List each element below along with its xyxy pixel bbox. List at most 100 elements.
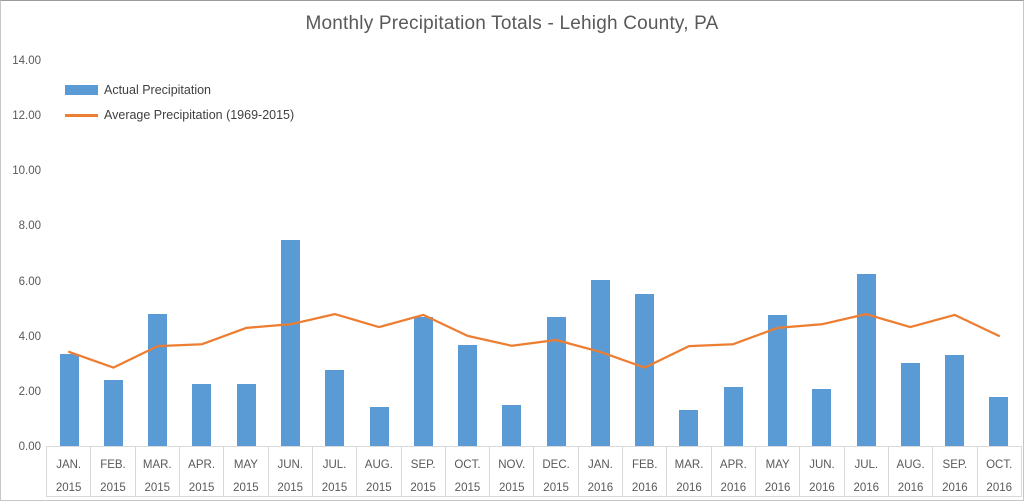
month-label: SEP.: [410, 459, 436, 471]
year-label: 2015: [188, 482, 215, 494]
bar-may-2016[interactable]: [768, 314, 787, 447]
y-tick-label: 12.00: [12, 110, 41, 123]
legend-label-actual: Actual Precipitation: [104, 83, 212, 97]
bar-jan-2016[interactable]: [590, 279, 610, 447]
year-label: 2015: [144, 482, 171, 494]
year-label: 2016: [809, 482, 835, 494]
bar-feb-2015[interactable]: [103, 380, 123, 447]
category-cell: MAR. 2016: [666, 447, 710, 496]
bar-jun-2015[interactable]: [281, 239, 300, 447]
category-cell: OCT. 2016: [976, 447, 1022, 496]
year-label: 2015: [321, 482, 348, 494]
month-label: MAY: [233, 459, 258, 471]
category-cell: MAY 2015: [223, 447, 267, 496]
month-label: MAR.: [674, 459, 704, 471]
category-cell: FEB. 2015: [90, 447, 134, 496]
category-cell: JUN. 2016: [799, 447, 843, 496]
year-label: 2016: [986, 482, 1013, 494]
month-label: FEB.: [100, 459, 126, 471]
bar-may-2015[interactable]: [236, 383, 256, 447]
legend-item-average-precipitation[interactable]: Average Precipitation (1969-2015): [65, 107, 294, 123]
y-tick-label: 14.00: [12, 55, 41, 67]
month-label: FEB.: [631, 459, 658, 471]
year-label: 2015: [410, 482, 436, 494]
category-cell: SEP. 2016: [932, 447, 976, 496]
month-label: JUL.: [854, 459, 879, 471]
year-label: 2015: [55, 482, 82, 494]
year-label: 2016: [897, 482, 924, 494]
category-cell: FEB. 2016: [622, 447, 666, 496]
bar-sep-2015[interactable]: [413, 317, 433, 447]
bar-swatch-icon: [65, 85, 98, 95]
bar-apr-2015[interactable]: [192, 384, 212, 447]
month-label: JAN.: [587, 459, 613, 471]
year-label: 2016: [631, 482, 658, 494]
bar-oct-2016[interactable]: [989, 396, 1009, 447]
y-tick-label: 4.00: [18, 330, 41, 343]
bar-mar-2016[interactable]: [679, 409, 699, 447]
category-cell: MAY 2016: [755, 447, 799, 496]
bar-jul-2016[interactable]: [856, 274, 876, 447]
bar-oct-2015[interactable]: [458, 344, 478, 447]
month-label: APR.: [188, 459, 216, 471]
bar-apr-2016[interactable]: [723, 387, 743, 447]
bar-mar-2015[interactable]: [148, 313, 168, 447]
year-label: 2015: [454, 482, 481, 494]
bar-nov-2015[interactable]: [502, 404, 522, 447]
legend: Actual Precipitation Average Precipitati…: [65, 82, 294, 132]
year-label: 2015: [366, 482, 392, 494]
category-cell: OCT. 2015: [444, 447, 489, 496]
y-tick-label: 8.00: [18, 220, 41, 233]
bar-jan-2015[interactable]: [59, 353, 79, 447]
y-tick-label: 0.00: [18, 441, 41, 453]
year-label: 2016: [764, 482, 791, 494]
category-cell: JAN. 2016: [577, 447, 622, 496]
plot-area[interactable]: [47, 61, 1021, 447]
y-tick-label: 6.00: [18, 275, 41, 288]
chart-title: Monthly Precipitation Totals - Lehigh Co…: [305, 13, 719, 34]
year-label: 2015: [498, 482, 525, 494]
month-label: JUN.: [809, 459, 835, 471]
year-label: 2016: [587, 482, 614, 494]
y-tick-label: 10.00: [12, 165, 41, 178]
year-label: 2015: [100, 482, 126, 494]
category-cell: MAR. 2015: [134, 447, 179, 496]
month-label: SEP.: [942, 459, 968, 471]
year-label: 2016: [720, 482, 747, 494]
month-label: NOV.: [498, 459, 526, 471]
category-cell: JUL. 2015: [311, 447, 356, 496]
bar-jun-2016[interactable]: [812, 388, 832, 447]
category-cell: APR. 2015: [178, 447, 223, 496]
legend-item-actual-precipitation[interactable]: Actual Precipitation: [65, 82, 294, 98]
year-label: 2015: [543, 482, 569, 494]
line-swatch-icon: [65, 113, 98, 117]
x-axis: JAN. 2015 FEB. 2015 MAR. 2015 APR. 2015 MAY 2015 J…: [46, 446, 1022, 497]
month-label: AUG.: [896, 459, 925, 471]
category-cell: AUG. 2015: [356, 447, 400, 496]
month-label: JAN.: [56, 459, 82, 471]
bar-aug-2015[interactable]: [369, 407, 389, 447]
year-label: 2016: [942, 482, 968, 494]
month-label: APR.: [719, 459, 747, 471]
y-tick-label: 2.00: [18, 385, 41, 398]
month-label: OCT.: [986, 459, 1013, 471]
month-label: OCT.: [454, 459, 481, 471]
bar-sep-2016[interactable]: [945, 355, 965, 447]
category-cell: APR. 2016: [710, 447, 755, 496]
month-label: JUN.: [277, 459, 303, 471]
bar-jul-2015[interactable]: [325, 369, 345, 447]
bar-dec-2015[interactable]: [546, 316, 566, 447]
bar-feb-2016[interactable]: [635, 294, 655, 447]
month-label: DEC.: [542, 459, 570, 471]
year-label: 2015: [233, 482, 259, 494]
legend-label-average: Average Precipitation (1969-2015): [104, 108, 295, 122]
year-label: 2015: [277, 482, 304, 494]
bar-aug-2016[interactable]: [900, 362, 920, 447]
year-label: 2016: [853, 482, 880, 494]
year-label: 2016: [676, 482, 702, 494]
month-label: JUL.: [322, 459, 347, 471]
category-cell: DEC. 2015: [533, 447, 577, 496]
month-label: MAR.: [142, 459, 172, 471]
category-cell: AUG. 2016: [887, 447, 932, 496]
category-cell: JUN. 2015: [267, 447, 312, 496]
